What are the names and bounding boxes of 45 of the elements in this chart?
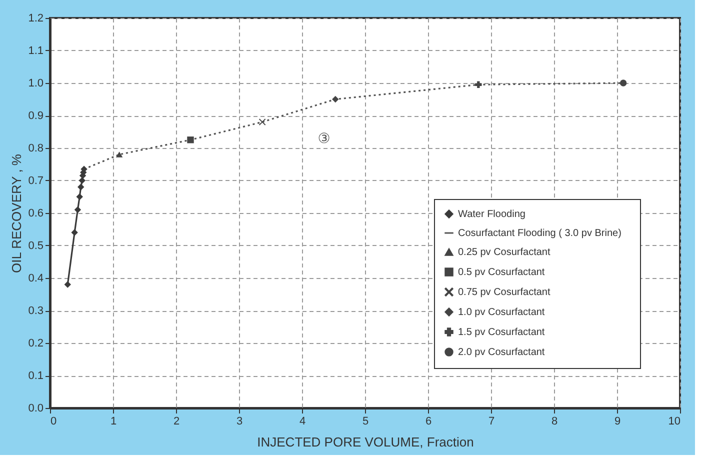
legend-label: 1.0 pv Cosurfactant [458,307,545,318]
y-tick-label: 0.4 [28,272,44,284]
point [475,81,482,88]
y-tick-label: 1.0 [28,78,44,90]
y-tick-label: 0.1 [28,370,44,382]
point [116,152,123,158]
x-tick-label: 5 [362,416,369,428]
y-tick-label: 0.9 [28,110,44,122]
legend-label: 2.0 pv Cosurfactant [458,347,545,358]
x-tick-label: 0 [50,416,57,428]
legend-label: 1.5 pv Cosurfactant [458,327,545,338]
legend-label: 0.5 pv Cosurfactant [458,267,545,278]
x-tick-label: 2 [173,416,180,428]
y-axis-title: OIL RECOVERY , % [9,154,24,273]
legend-label: 0.75 pv Cosurfactant [458,287,550,298]
legend-label: 0.25 pv Cosurfactant [458,247,550,258]
annotation: ③ [318,130,330,147]
point [78,184,84,190]
y-tick-label: 0.8 [28,142,44,154]
legend-label: Water Flooding [458,209,526,220]
y-tick-label: 0.6 [28,208,44,220]
y-tick-label: 1.1 [28,45,44,57]
y-tick-label: 0.2 [28,338,44,350]
point [74,206,82,214]
x-tick-label: 9 [614,416,621,428]
y-tick-label: 0.7 [28,175,44,187]
x-tick-label: 7 [488,416,495,428]
y-tick-label: 0.0 [28,402,44,414]
x-tick-label: 3 [236,416,243,428]
point [76,193,83,200]
point [187,136,194,144]
y-tick-label: 1.2 [28,12,44,24]
x-axis-title: INJECTED PORE VOLUME, Fraction [257,434,474,450]
x-tick-label: 1 [110,416,117,428]
point [332,96,339,103]
x-tick-label: 4 [299,416,306,428]
point [620,80,627,86]
x-tick-label: 6 [425,416,432,428]
x-tick-label: 8 [551,416,558,428]
legend-label: Cosurfactant Flooding ( 3.0 pv Brine) [458,228,622,239]
x-tick-label: 10 [668,416,680,428]
point [64,281,71,288]
y-tick-label: 0.3 [28,305,44,317]
y-tick-label: 0.5 [28,240,44,252]
point [71,229,78,236]
